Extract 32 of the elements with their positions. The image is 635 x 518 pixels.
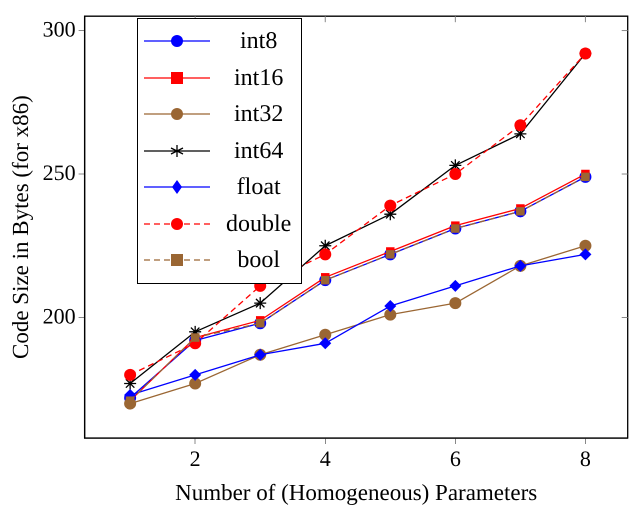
legend-label: int64 xyxy=(232,136,284,166)
point xyxy=(579,248,592,260)
point xyxy=(319,337,332,350)
legend-label: int8 xyxy=(238,27,278,56)
y-tick-label: 300 xyxy=(42,16,76,42)
point xyxy=(449,297,462,310)
point xyxy=(124,368,136,381)
y-axis-title: Code Size in Bytes (for x86) xyxy=(8,95,33,360)
point xyxy=(449,168,462,180)
point xyxy=(384,300,396,312)
legend-label: float xyxy=(236,173,282,202)
x-tick-label: 8 xyxy=(580,446,591,471)
x-axis-title: Number of (Homogeneous) Parameters xyxy=(175,480,538,506)
legend-label: double xyxy=(225,210,292,238)
legend-label: bool xyxy=(236,246,281,275)
point xyxy=(319,248,332,260)
point xyxy=(254,296,267,310)
point xyxy=(384,208,397,221)
y-tick-label: 200 xyxy=(42,303,76,328)
point xyxy=(514,119,526,132)
legend-label: int16 xyxy=(232,64,284,92)
legend-label: int32 xyxy=(232,100,284,129)
point xyxy=(384,200,396,212)
y-tick-label: 250 xyxy=(42,160,76,185)
x-tick-label: 2 xyxy=(190,446,201,471)
point xyxy=(319,328,332,341)
point xyxy=(189,368,202,381)
x-tick-label: 6 xyxy=(450,446,461,471)
point xyxy=(384,308,396,321)
x-tick-label: 4 xyxy=(320,446,331,471)
point xyxy=(189,377,202,390)
point xyxy=(449,280,462,292)
